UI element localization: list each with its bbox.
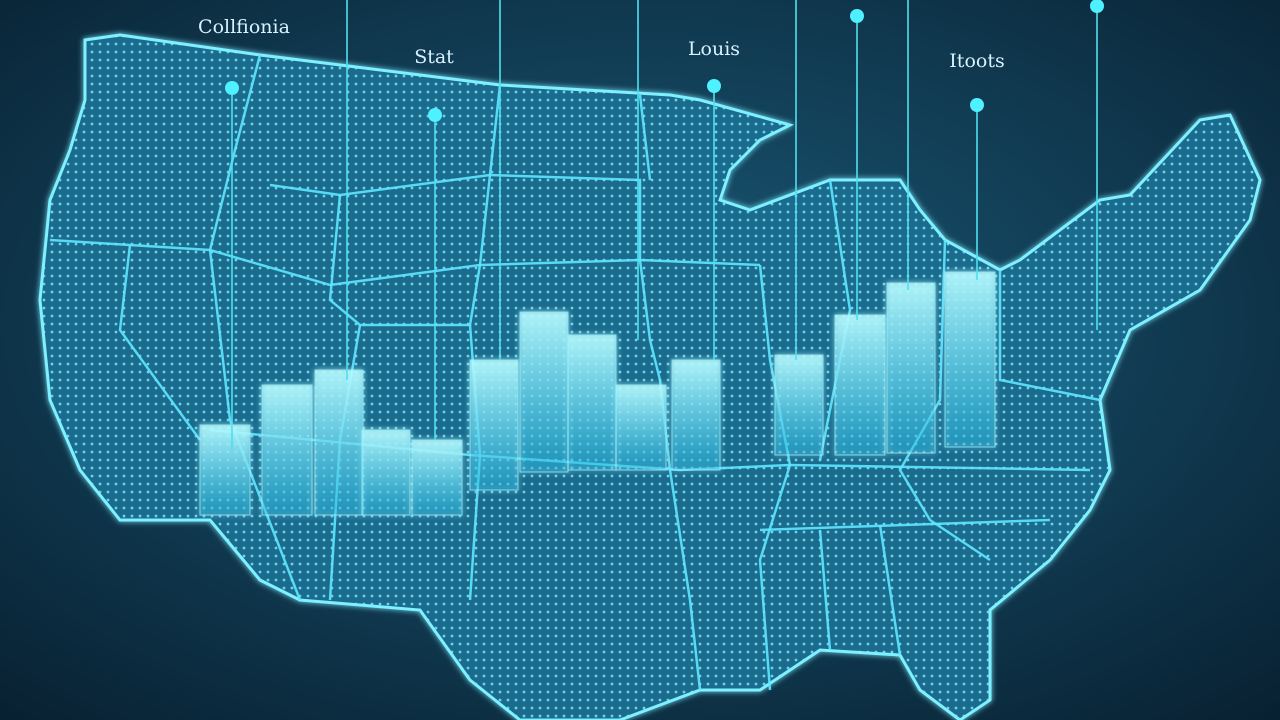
state (638, 94, 652, 181)
dot (970, 98, 984, 112)
bar (261, 384, 313, 516)
state (208, 54, 302, 601)
state (758, 264, 792, 691)
dot (850, 9, 864, 23)
bar (886, 282, 936, 454)
bar (361, 429, 411, 516)
bar (519, 311, 569, 473)
state (759, 518, 1051, 532)
state (998, 270, 1101, 402)
map-label: Collfionia (198, 16, 290, 38)
dot (428, 108, 442, 122)
bars (199, 271, 996, 516)
state (328, 173, 662, 381)
dot (1090, 0, 1104, 13)
state (118, 244, 202, 441)
state (269, 84, 502, 197)
bar (199, 424, 251, 516)
state (898, 239, 991, 562)
map-label: Louis (688, 38, 740, 60)
pins (225, 0, 1104, 450)
bar (567, 334, 617, 471)
bar (411, 439, 463, 516)
map-label: Itoots (949, 50, 1004, 72)
bar (615, 384, 667, 471)
state (878, 524, 902, 656)
map-label: Stat (414, 46, 454, 68)
dot (707, 79, 721, 93)
bar (469, 359, 519, 491)
bar (314, 369, 364, 516)
bar (834, 314, 886, 456)
bar (774, 354, 824, 456)
us-outline (38, 33, 1262, 720)
bar (944, 271, 996, 448)
bar (671, 359, 721, 471)
dot (225, 81, 239, 95)
state (818, 529, 832, 651)
state (818, 179, 852, 461)
